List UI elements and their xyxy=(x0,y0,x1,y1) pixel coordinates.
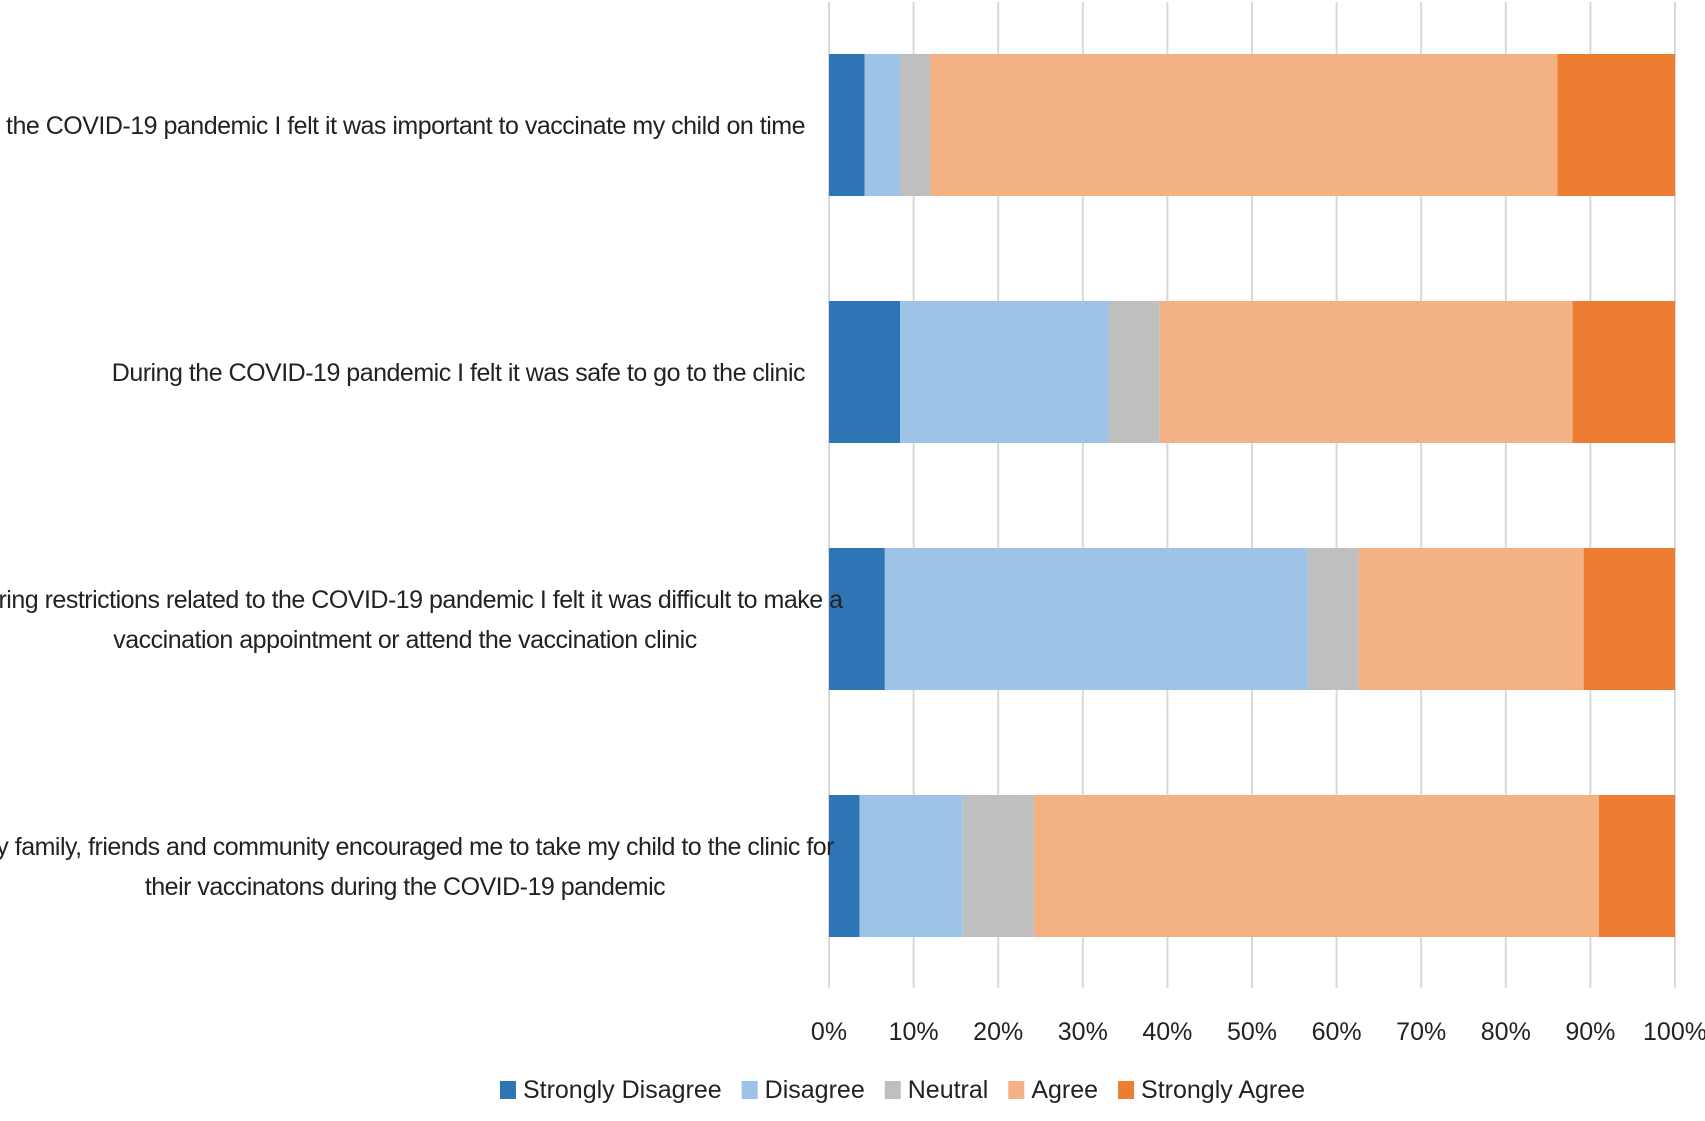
legend-swatch-agree xyxy=(1008,1081,1025,1099)
bar-neutral-row-4 xyxy=(962,795,1034,937)
bar-strongly-disagree-row-2 xyxy=(829,301,901,443)
x-tick-label-90: 90% xyxy=(1565,1018,1615,1046)
bar-strongly-disagree-row-1 xyxy=(829,54,865,196)
bar-agree-row-2 xyxy=(1159,301,1573,443)
legend-item-agree: Agree xyxy=(1008,1076,1098,1104)
x-tick-label-100: 100% xyxy=(1643,1018,1705,1046)
bar-neutral-row-1 xyxy=(900,54,931,196)
bar-disagree-row-1 xyxy=(864,54,901,196)
category-label-4: My family, friends and community encoura… xyxy=(0,833,835,901)
x-tick-label-40: 40% xyxy=(1142,1018,1192,1046)
legend-item-disagree: Disagree xyxy=(741,1076,865,1104)
bar-disagree-row-3 xyxy=(884,548,1308,690)
bar-neutral-row-3 xyxy=(1307,548,1359,690)
legend-label-strongly-disagree: Strongly Disagree xyxy=(523,1076,722,1104)
x-axis-tick-labels: 0% 10% 20% 30% 40% 50% 60% 70% 80% 90% 100% xyxy=(811,1018,1705,1046)
x-tick-label-20: 20% xyxy=(973,1018,1023,1046)
bar-strongly-agree-row-4 xyxy=(1598,795,1675,937)
bar-neutral-row-2 xyxy=(1109,301,1160,443)
bar-strongly-disagree-row-4 xyxy=(829,795,860,937)
legend-item-strongly-disagree: Strongly Disagree xyxy=(499,1076,722,1104)
bar-disagree-row-2 xyxy=(900,301,1110,443)
bar-strongly-agree-row-1 xyxy=(1557,54,1675,196)
legend-item-strongly-agree: Strongly Agree xyxy=(1118,1076,1305,1104)
x-tick-label-10: 10% xyxy=(889,1018,939,1046)
x-tick-label-30: 30% xyxy=(1058,1018,1108,1046)
category-labels: During the COVID-19 pandemic I felt it w… xyxy=(0,112,844,901)
category-label-1: During the COVID-19 pandemic I felt it w… xyxy=(0,112,806,140)
bar-disagree-row-4 xyxy=(859,795,963,937)
legend-label-neutral: Neutral xyxy=(908,1076,989,1104)
bar-strongly-agree-row-3 xyxy=(1583,548,1675,690)
bar-agree-row-4 xyxy=(1033,795,1599,937)
x-tick-label-60: 60% xyxy=(1312,1018,1362,1046)
bar-agree-row-1 xyxy=(930,54,1558,196)
category-label-1-line-1: During the COVID-19 pandemic I felt it w… xyxy=(0,112,805,140)
x-tick-label-0: 0% xyxy=(811,1018,847,1046)
bar-strongly-agree-row-2 xyxy=(1572,301,1675,443)
category-label-3-line-1: During restrictions related to the COVID… xyxy=(0,586,843,614)
bar-strongly-disagree-row-3 xyxy=(829,548,885,690)
category-label-2: During the COVID-19 pandemic I felt it w… xyxy=(112,359,806,387)
category-label-4-line-2: their vaccinatons during the COVID-19 pa… xyxy=(145,873,665,901)
x-tick-label-70: 70% xyxy=(1396,1018,1446,1046)
legend-swatch-neutral xyxy=(884,1081,901,1099)
category-label-4-line-1: My family, friends and community encoura… xyxy=(0,833,834,861)
category-label-2-line-1: During the COVID-19 pandemic I felt it w… xyxy=(112,359,805,387)
x-tick-label-50: 50% xyxy=(1227,1018,1277,1046)
legend-item-neutral: Neutral xyxy=(884,1076,989,1104)
legend-label-agree: Agree xyxy=(1031,1076,1098,1104)
legend-swatch-disagree xyxy=(741,1081,758,1099)
category-label-3-line-2: vaccination appointment or attend the va… xyxy=(113,626,696,654)
legend-swatch-strongly-disagree xyxy=(499,1081,516,1099)
bar-agree-row-3 xyxy=(1358,548,1584,690)
legend: Strongly Disagree Disagree Neutral Agree Str… xyxy=(499,1076,1305,1104)
legend-swatch-strongly-agree xyxy=(1118,1081,1135,1099)
category-label-3: During restrictions related to the COVID… xyxy=(0,586,844,654)
x-tick-label-80: 80% xyxy=(1481,1018,1531,1046)
legend-label-disagree: Disagree xyxy=(765,1076,865,1104)
bar-segments xyxy=(829,54,1675,937)
legend-label-strongly-agree: Strongly Agree xyxy=(1141,1076,1305,1104)
